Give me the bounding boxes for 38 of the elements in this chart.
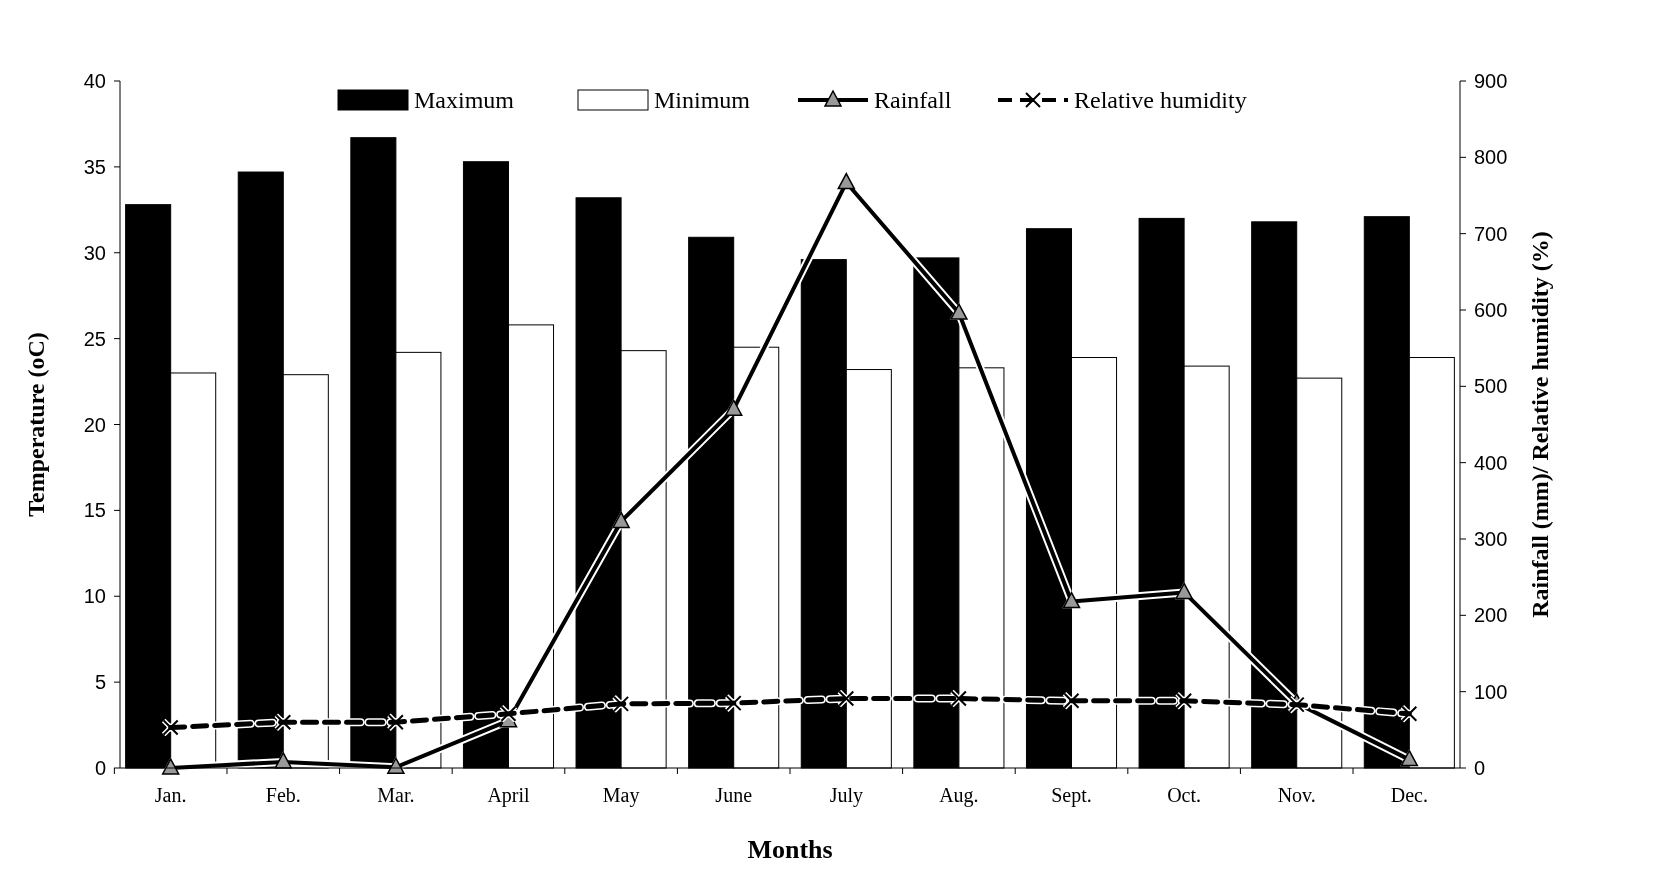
x-tick-label: Mar. xyxy=(377,784,415,806)
legend-label: Minimum xyxy=(654,87,751,114)
y2-tick-label: 700 xyxy=(1474,222,1508,245)
y2-tick-label: 0 xyxy=(1474,757,1486,779)
y2-tick-label: 800 xyxy=(1474,146,1508,169)
y-tick-label: 30 xyxy=(83,241,106,264)
y2-tick-label: 300 xyxy=(1474,528,1508,550)
x-tick-label: April xyxy=(487,784,531,807)
y2-tick-label: 500 xyxy=(1474,375,1508,398)
x-tick-label: May xyxy=(602,784,640,807)
y-tick-label: 5 xyxy=(94,671,106,694)
y-axis-title: Temperature (oC) xyxy=(23,332,49,517)
y2-axis-title: Rainfall (mm)/ Relative humidity (%) xyxy=(1527,231,1553,618)
legend-label: Maximum xyxy=(414,87,515,114)
x-tick-label: Feb. xyxy=(265,784,301,806)
x-tick-label: Jan. xyxy=(154,784,187,806)
y-tick-label: 25 xyxy=(83,327,106,350)
y2-tick-label: 600 xyxy=(1474,299,1508,321)
legend-label: Rainfall xyxy=(874,87,952,114)
x-axis-title: Months xyxy=(747,835,833,864)
legend-label: Relative humidity xyxy=(1074,87,1247,114)
y-tick-label: 0 xyxy=(94,757,106,779)
y2-tick-label: 200 xyxy=(1474,604,1508,627)
x-tick-label: Nov. xyxy=(1277,784,1316,806)
y-tick-label: 10 xyxy=(83,585,106,608)
y-tick-label: 15 xyxy=(83,499,106,522)
x-tick-label: July xyxy=(829,784,863,807)
x-tick-label: Sept. xyxy=(1051,784,1092,807)
x-tick-label: June xyxy=(715,784,753,806)
y2-tick-label: 100 xyxy=(1474,680,1508,703)
x-tick-label: Aug. xyxy=(939,784,979,807)
x-tick-label: Dec. xyxy=(1390,784,1428,806)
x-tick-label: Oct. xyxy=(1167,784,1202,806)
y2-tick-label: 900 xyxy=(1474,70,1508,92)
y-tick-label: 20 xyxy=(83,413,106,436)
y-tick-label: 35 xyxy=(83,155,106,178)
y-tick-label: 40 xyxy=(83,70,106,92)
y2-tick-label: 400 xyxy=(1474,451,1508,474)
